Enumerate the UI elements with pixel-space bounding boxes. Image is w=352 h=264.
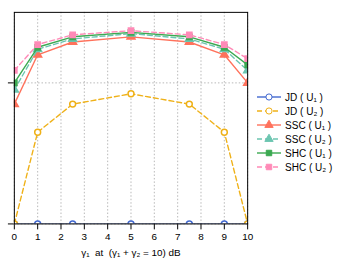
html-text:SHC ( U₁ ): SHC ( U₁ ) <box>285 147 332 159</box>
html-text:JD ( U₁ ): JD ( U₁ ) <box>285 91 323 103</box>
html-text:SSC ( U₂ ): SSC ( U₂ ) <box>285 133 332 145</box>
svg-text:10: 10 <box>242 231 253 242</box>
svg-text:2: 2 <box>58 231 64 242</box>
svg-text:γ₁ at (γ₁ + γ₂ = 10) dB: γ₁ at (γ₁ + γ₂ = 10) dB <box>81 247 181 258</box>
html-text:JD ( U₂ ): JD ( U₂ ) <box>285 105 324 117</box>
html-text:SSC ( U₁ ): SSC ( U₁ ) <box>285 119 332 131</box>
svg-text:4: 4 <box>105 231 111 242</box>
svg-text:0: 0 <box>12 231 18 242</box>
svg-text:9: 9 <box>222 231 228 242</box>
svg-text:1: 1 <box>35 231 41 242</box>
svg-text:6: 6 <box>152 231 158 242</box>
svg-text:5: 5 <box>128 231 134 242</box>
svg-text:7: 7 <box>175 231 181 242</box>
svg-text:8: 8 <box>198 231 204 242</box>
html-text:SHC ( U₂ ): SHC ( U₂ ) <box>285 161 333 173</box>
svg-text:3: 3 <box>82 231 88 242</box>
